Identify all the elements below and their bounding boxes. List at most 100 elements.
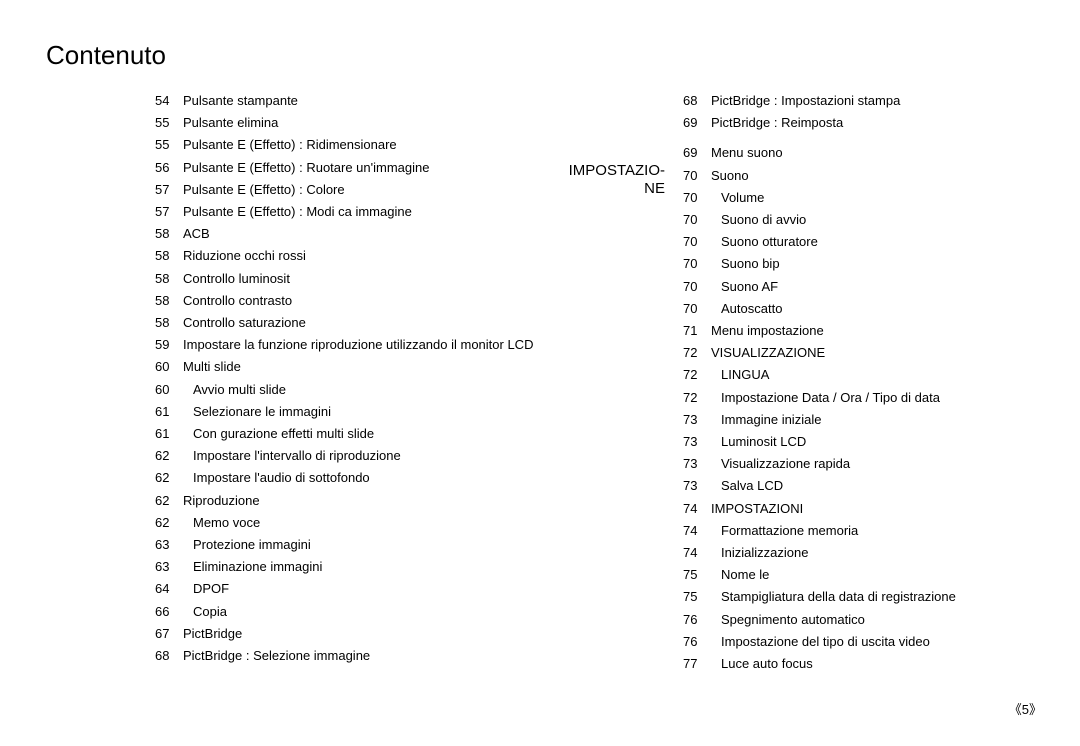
toc-entry: 70Volume [683,187,1063,209]
toc-entry-text: Visualizzazione rapida [711,453,1063,475]
toc-entry-text: Pulsante elimina [183,112,553,134]
toc-entry-text: Formattazione memoria [711,520,1063,542]
toc-entry-page: 60 [155,379,183,401]
toc-entry: 70Suono di avvio [683,209,1063,231]
toc-entry: 56Pulsante E (Effetto) : Ruotare un'imma… [155,157,553,179]
toc-entry-page: 58 [155,245,183,267]
toc-entry-text: Suono [711,165,1063,187]
toc-entry-page: 70 [683,298,711,320]
toc-entry: 75Nome le [683,564,1063,586]
toc-entry: 71Menu impostazione [683,320,1063,342]
toc-entry-page: 70 [683,165,711,187]
toc-entry-text: Menu suono [711,142,1063,164]
toc-entry: 57Pulsante E (Effetto) : Modi ca immagin… [155,201,553,223]
toc-entry-text: Pulsante E (Effetto) : Ridimensionare [183,134,553,156]
toc-entry-page: 74 [683,542,711,564]
toc-column-2: 68PictBridge : Impostazioni stampa69Pict… [683,90,1063,675]
toc-entry-text: Luminosit LCD [711,431,1063,453]
toc-entry-page: 76 [683,609,711,631]
toc-entry-text: Nome le [711,564,1063,586]
toc-entry: 76Spegnimento automatico [683,609,1063,631]
toc-entry-page: 60 [155,356,183,378]
toc-entry-page: 58 [155,312,183,334]
toc-entry-text: VISUALIZZAZIONE [711,342,1063,364]
section-label-line1: IMPOSTAZIO- [553,162,665,180]
toc-entry-page: 70 [683,276,711,298]
toc-entry-text: IMPOSTAZIONI [711,498,1063,520]
toc-entry: 66Copia [155,601,553,623]
toc-entry: 73Luminosit LCD [683,431,1063,453]
toc-entry-text: PictBridge : Selezione immagine [183,645,553,667]
toc-entry: 58Controllo luminosit [155,268,553,290]
toc-entry: 70Autoscatto [683,298,1063,320]
toc-entry-page: 64 [155,578,183,600]
toc-entry-page: 75 [683,586,711,608]
toc-entry: 70Suono otturatore [683,231,1063,253]
toc-entry: 68PictBridge : Impostazioni stampa [683,90,1063,112]
toc-entry: 76Impostazione del tipo di uscita video [683,631,1063,653]
toc-entry-page: 77 [683,653,711,675]
page-number: 《5》 [1009,699,1042,718]
toc-column-2-wrap: IMPOSTAZIO- NE 68PictBridge : Impostazio… [553,90,1063,675]
toc-entry: 67PictBridge [155,623,553,645]
toc-entry-page: 75 [683,564,711,586]
toc-entry-page: 70 [683,253,711,275]
toc-entry: 62Impostare l'intervallo di riproduzione [155,445,553,467]
toc-entry-text: PictBridge : Impostazioni stampa [711,90,1063,112]
toc-entry-page: 70 [683,209,711,231]
toc-entry: 62Memo voce [155,512,553,534]
toc-entry: 74Formattazione memoria [683,520,1063,542]
toc-entry: 55Pulsante elimina [155,112,553,134]
toc-entry-page: 70 [683,231,711,253]
toc-entry: 54Pulsante stampante [155,90,553,112]
toc-entry: 58Controllo contrasto [155,290,553,312]
toc-entry-page: 63 [155,534,183,556]
toc-entry-text: Pulsante stampante [183,90,553,112]
toc-entry-text: Controllo contrasto [183,290,553,312]
toc-entry-text: Protezione immagini [183,534,553,556]
toc-entry: 77Luce auto focus [683,653,1063,675]
toc-entry-page: 71 [683,320,711,342]
toc-entry-page: 72 [683,364,711,386]
toc-entry-text: Pulsante E (Effetto) : Ruotare un'immagi… [183,157,553,179]
toc-entry-text: Impostazione Data / Ora / Tipo di data [711,387,1063,409]
toc-entry-text: Memo voce [183,512,553,534]
toc-entry: 59Impostare la funzione riproduzione uti… [155,334,553,356]
toc-entry: 69PictBridge : Reimposta [683,112,1063,134]
toc-entry-text: DPOF [183,578,553,600]
toc-entry-page: 62 [155,512,183,534]
toc-entry-text: Riproduzione [183,490,553,512]
toc-entry-page: 76 [683,631,711,653]
toc-entry: 61Selezionare le immagini [155,401,553,423]
toc-entry: 72VISUALIZZAZIONE [683,342,1063,364]
toc-entry-text: Riduzione occhi rossi [183,245,553,267]
section-label: IMPOSTAZIO- NE [553,90,683,675]
toc-entry-text: Avvio multi slide [183,379,553,401]
toc-entry-text: PictBridge : Reimposta [711,112,1063,134]
toc-entry: 73Immagine iniziale [683,409,1063,431]
toc-entry: 60Avvio multi slide [155,379,553,401]
toc-entry-page: 55 [155,134,183,156]
toc-entry-text: Suono di avvio [711,209,1063,231]
toc-entry: 63Eliminazione immagini [155,556,553,578]
toc-entry: 70Suono [683,165,1063,187]
toc-entry: 74Inizializzazione [683,542,1063,564]
toc-entry-page: 70 [683,187,711,209]
toc-entry: 69Menu suono [683,142,1063,164]
toc-entry-text: Impostazione del tipo di uscita video [711,631,1063,653]
toc-entry-text: Impostare l'intervallo di riproduzione [183,445,553,467]
toc-entry: 63Protezione immagini [155,534,553,556]
toc-entry-text: Inizializzazione [711,542,1063,564]
toc-entry-text: Suono otturatore [711,231,1063,253]
toc-entry-page: 69 [683,142,711,164]
toc-entry-text: Autoscatto [711,298,1063,320]
toc-entry-page: 58 [155,223,183,245]
toc-entry-text: Copia [183,601,553,623]
toc-entry-text: Menu impostazione [711,320,1063,342]
page-title: Contenuto [46,40,166,71]
toc-entry-page: 59 [155,334,183,356]
toc-entry-page: 62 [155,445,183,467]
toc-entry-text: Spegnimento automatico [711,609,1063,631]
toc-entry-page: 61 [155,423,183,445]
toc-entry-text: ACB [183,223,553,245]
